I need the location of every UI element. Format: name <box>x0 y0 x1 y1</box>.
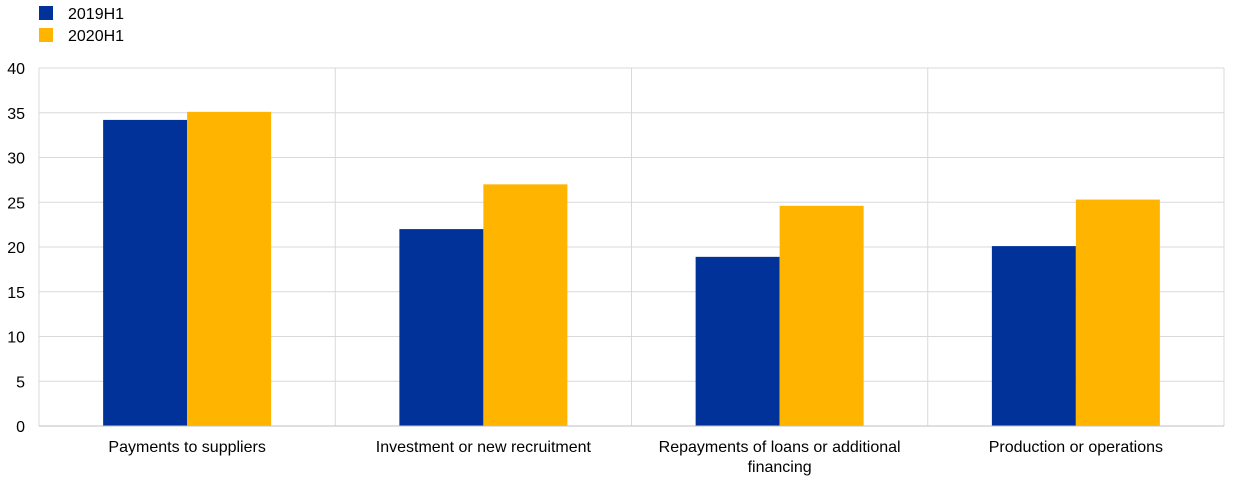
legend-label-2019H1: 2019H1 <box>68 6 124 23</box>
bar-2019H1-0 <box>103 119 188 426</box>
bar-2019H1-1 <box>399 229 484 426</box>
bar-2019H1-2 <box>695 256 780 426</box>
chart-bars <box>103 111 1160 426</box>
bar-2020H1-1 <box>483 184 568 426</box>
legend: 2019H1 2020H1 <box>39 6 124 45</box>
bar-2020H1-2 <box>779 205 864 426</box>
y-tick-label: 20 <box>7 240 25 257</box>
y-tick-label: 25 <box>7 195 25 212</box>
y-tick-label: 5 <box>16 374 25 391</box>
x-category-label: Payments to suppliers <box>108 439 265 456</box>
legend-swatch-2019H1 <box>39 6 53 20</box>
x-category-label: financing <box>748 459 812 476</box>
y-tick-label: 40 <box>7 61 25 78</box>
y-tick-label: 35 <box>7 106 25 123</box>
bar-2019H1-3 <box>991 246 1076 426</box>
legend-swatch-2020H1 <box>39 28 53 42</box>
bar-2020H1-3 <box>1075 199 1160 426</box>
x-category-label: Production or operations <box>989 439 1163 456</box>
y-tick-label: 10 <box>7 330 25 347</box>
x-category-label: Repayments of loans or additional <box>659 439 901 456</box>
y-tick-label: 0 <box>16 419 25 436</box>
bar-2020H1-0 <box>187 111 272 426</box>
x-category-label: Investment or new recruitment <box>376 439 592 456</box>
y-tick-label: 30 <box>7 151 25 168</box>
legend-label-2020H1: 2020H1 <box>68 28 124 45</box>
y-tick-label: 15 <box>7 285 25 302</box>
chart-axes: 0 5 10 15 20 25 30 35 40 Payments to suppliers Inv… <box>7 61 1224 476</box>
